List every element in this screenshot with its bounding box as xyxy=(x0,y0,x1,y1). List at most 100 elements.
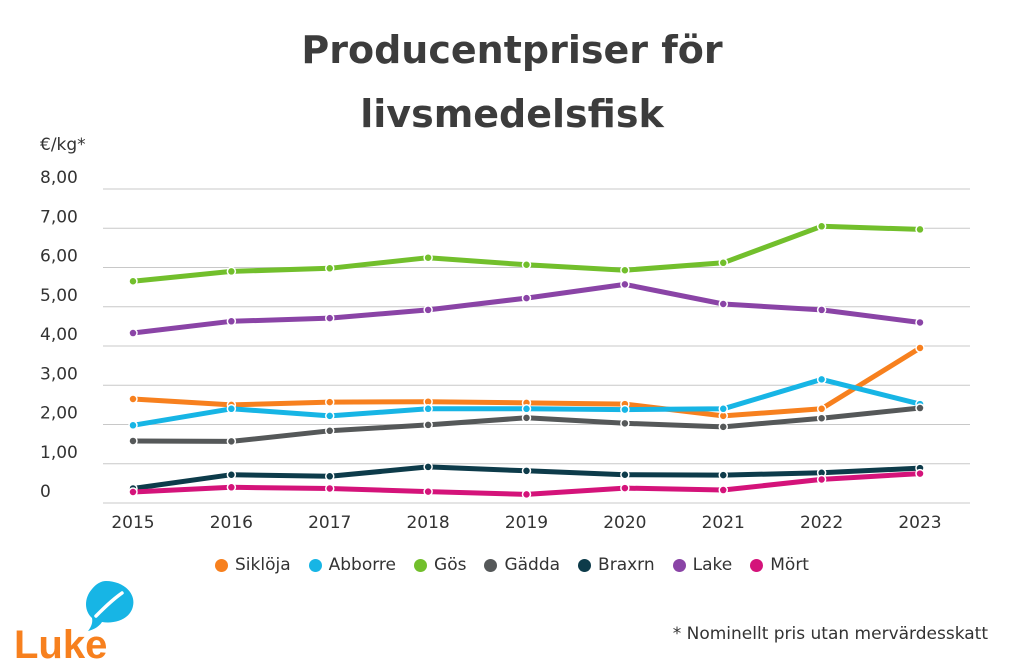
data-point-siklöja xyxy=(816,404,827,414)
data-point-mört xyxy=(226,482,237,493)
legend-swatch xyxy=(750,558,764,572)
x-tick-label: 2019 xyxy=(505,513,548,533)
data-point-lake xyxy=(718,299,728,309)
data-point-lake xyxy=(128,328,138,338)
x-tick-label: 2023 xyxy=(898,513,941,533)
data-point-gädda xyxy=(915,403,925,413)
data-point-lake xyxy=(325,313,335,323)
series-points xyxy=(128,221,925,500)
data-point-braxrn xyxy=(325,471,335,482)
data-point-gös xyxy=(915,224,925,235)
series-line-lake xyxy=(130,281,923,336)
y-tick-labels: 0 1,00 2,00 3,00 4,00 5,00 6,00 7,00 8,00 xyxy=(40,168,78,502)
data-point-lake xyxy=(521,293,532,303)
legend-label: Mört xyxy=(770,555,809,575)
data-point-gös xyxy=(423,252,433,263)
x-tick-label: 2021 xyxy=(702,513,745,533)
luke-logo: Luke xyxy=(14,581,134,662)
x-tick-label: 2018 xyxy=(406,513,449,533)
data-point-lake xyxy=(423,305,433,315)
y-tick-label: 7,00 xyxy=(40,207,78,227)
y-tick-label: 8,00 xyxy=(40,168,78,188)
grid-lines xyxy=(103,188,970,504)
data-point-gös xyxy=(325,263,335,274)
legend-label: Gös xyxy=(434,555,467,575)
data-point-braxrn xyxy=(620,469,630,480)
data-point-lake xyxy=(226,316,237,327)
legend-swatch xyxy=(578,558,592,572)
data-point-gädda xyxy=(620,418,630,429)
legend-swatch xyxy=(308,558,322,572)
legend-item: Abborre xyxy=(308,555,397,575)
legend-swatch xyxy=(414,558,428,572)
data-point-gädda xyxy=(325,426,335,436)
data-point-lake xyxy=(620,279,630,290)
data-point-abborre xyxy=(226,404,237,414)
x-tick-label: 2020 xyxy=(603,513,646,533)
data-point-braxrn xyxy=(521,466,532,476)
y-tick-label: 0 xyxy=(40,482,51,502)
data-point-gädda xyxy=(718,422,728,432)
legend-label: Abborre xyxy=(328,555,397,575)
data-point-gös xyxy=(620,265,630,275)
data-point-gös xyxy=(816,221,827,232)
legend-item: Lake xyxy=(672,555,733,575)
data-point-gös xyxy=(226,266,237,277)
x-tick-labels: 2015 2016 2017 2018 2019 2020 2021 2022 2023 xyxy=(111,513,941,533)
data-point-abborre xyxy=(521,404,532,414)
logo-wordmark: Luke xyxy=(14,623,107,662)
y-tick-label: 6,00 xyxy=(40,247,78,267)
legend-item: Siklöja xyxy=(215,555,291,575)
data-point-gös xyxy=(718,258,728,268)
legend-label: Braxrn xyxy=(598,555,655,575)
leaf-vein xyxy=(94,591,124,618)
data-point-mört xyxy=(816,474,827,485)
data-point-braxrn xyxy=(718,470,728,480)
legend-item: Gädda xyxy=(484,555,560,575)
legend-swatch xyxy=(215,558,228,572)
y-tick-label: 3,00 xyxy=(40,364,78,384)
data-point-mört xyxy=(718,485,728,495)
y-tick-label: 4,00 xyxy=(40,325,78,345)
data-point-lake xyxy=(915,317,925,328)
legend-label: Siklöja xyxy=(235,555,291,575)
data-point-braxrn xyxy=(423,462,433,472)
chart-title-line-2: livsmedelsfisk xyxy=(360,92,664,136)
data-point-abborre xyxy=(128,420,138,431)
data-point-gädda xyxy=(128,436,138,446)
y-tick-label: 1,00 xyxy=(40,443,78,463)
x-tick-label: 2016 xyxy=(210,513,253,533)
data-point-mört xyxy=(423,486,433,497)
y-tick-label: 5,00 xyxy=(40,286,78,306)
data-point-abborre xyxy=(816,374,827,385)
data-point-abborre xyxy=(718,404,728,414)
data-point-gös xyxy=(128,276,138,286)
legend: Siklöja Abborre Gös Gädda Braxrn Lake Mört xyxy=(0,555,1024,575)
legend-swatch xyxy=(484,558,498,572)
data-point-mört xyxy=(325,483,335,494)
data-point-siklöja xyxy=(128,394,138,404)
legend-label: Gädda xyxy=(504,555,561,575)
x-tick-label: 2017 xyxy=(308,513,351,533)
data-point-siklöja xyxy=(915,343,925,353)
chart-title: Producentpriser för livsmedelsfisk xyxy=(0,18,1024,146)
data-point-abborre xyxy=(423,404,433,414)
data-point-gädda xyxy=(226,436,237,447)
footnote: * Nominellt pris utan mervärdesskatt xyxy=(672,624,988,644)
legend-label: Lake xyxy=(692,555,733,575)
data-point-abborre xyxy=(325,411,335,421)
data-point-gädda xyxy=(423,420,433,430)
y-tick-label: 2,00 xyxy=(40,404,78,424)
y-axis-label: €/kg* xyxy=(40,135,86,155)
data-point-abborre xyxy=(620,404,630,415)
data-point-siklöja xyxy=(325,397,335,407)
legend-item: Gös xyxy=(414,555,466,575)
x-tick-label: 2022 xyxy=(800,513,843,533)
data-point-gädda xyxy=(521,413,532,423)
data-point-gös xyxy=(521,260,532,270)
series-line-gös xyxy=(130,223,923,284)
legend-item: Mört xyxy=(750,555,809,575)
data-point-gädda xyxy=(816,413,827,423)
chart-title-line-1: Producentpriser för xyxy=(301,28,723,72)
